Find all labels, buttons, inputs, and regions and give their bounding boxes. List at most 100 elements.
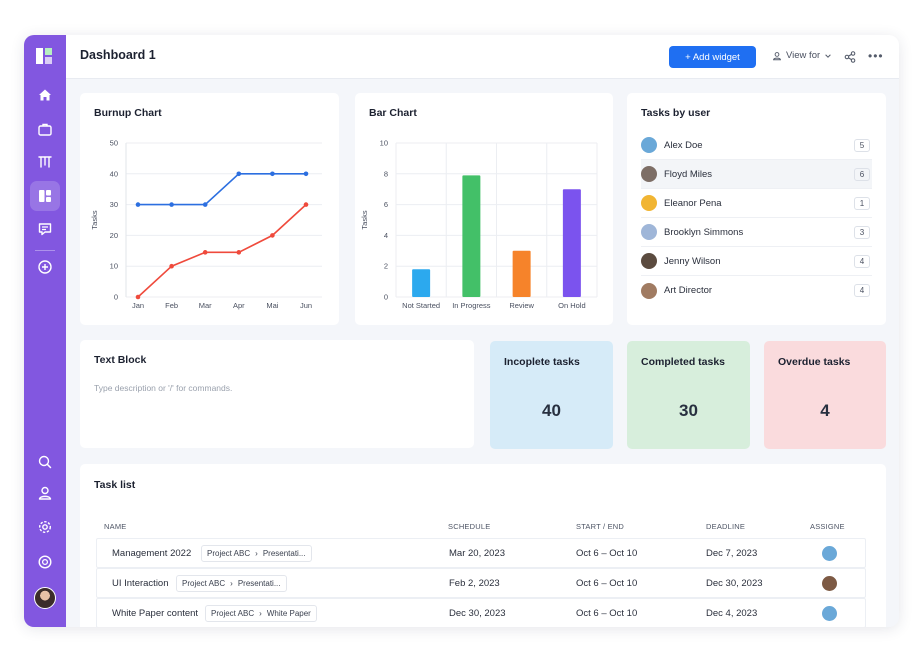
y-tick-label: 30	[110, 200, 118, 209]
x-tick-label: On Hold	[558, 301, 586, 310]
task-schedule: Feb 2, 2023	[449, 578, 500, 589]
y-tick-label: 2	[384, 262, 388, 271]
user-row[interactable]: Jenny Wilson 4	[641, 247, 872, 276]
y-tick-label: 20	[110, 231, 118, 240]
user-row[interactable]: Art Director 4	[641, 276, 872, 305]
y-tick-label: 50	[110, 139, 118, 148]
y-tick-label: 0	[114, 293, 118, 302]
column-header-schedule[interactable]: SCHEDULE	[448, 522, 491, 531]
overdue-tasks-card[interactable]: Overdue tasks 4	[764, 341, 886, 449]
user-name: Jenny Wilson	[664, 255, 721, 267]
task-schedule: Dec 30, 2023	[449, 608, 506, 619]
briefcase-icon[interactable]	[30, 114, 60, 144]
home-icon[interactable]	[30, 80, 60, 110]
user-avatar	[641, 224, 657, 240]
user-row[interactable]: Alex Doe 5	[641, 131, 872, 160]
user-avatar	[641, 166, 657, 182]
table-row[interactable]: UI Interaction Project ABC › Presentati.…	[96, 568, 866, 598]
task-schedule: Mar 20, 2023	[449, 548, 505, 559]
data-point	[303, 202, 309, 207]
columns-icon[interactable]	[30, 147, 60, 177]
incomplete-tasks-card[interactable]: Incoplete tasks 40	[490, 341, 613, 449]
completed-tasks-card[interactable]: Completed tasks 30	[627, 341, 750, 449]
column-header-name[interactable]: NAME	[104, 522, 127, 531]
y-axis-label: Tasks	[90, 210, 99, 229]
table-row[interactable]: White Paper content Project ABC › White …	[96, 598, 866, 627]
task-start-end: Oct 6 – Oct 10	[576, 578, 638, 589]
y-tick-label: 10	[380, 139, 388, 148]
task-list-title: Task list	[94, 479, 136, 491]
user-task-count: 3	[854, 225, 870, 239]
x-tick-label: In Progress	[452, 301, 491, 310]
y-tick-label: 8	[384, 169, 388, 178]
project-sub: Presentati...	[262, 549, 306, 558]
chevron-right-icon: ›	[259, 609, 262, 618]
series-line	[137, 204, 307, 298]
user-row[interactable]: Floyd Miles 6	[641, 160, 872, 189]
assignee-avatar[interactable]	[822, 546, 837, 561]
view-for-dropdown[interactable]: View for	[772, 50, 832, 61]
add-circle-icon[interactable]	[30, 252, 60, 282]
x-tick-label: Jan	[132, 301, 144, 310]
share-icon[interactable]	[843, 50, 857, 64]
bar-chart-title: Bar Chart	[369, 107, 417, 119]
y-tick-label: 6	[384, 200, 388, 209]
data-point	[169, 202, 174, 207]
burnup-chart-title: Burnup Chart	[94, 107, 162, 119]
task-name[interactable]: UI Interaction	[112, 578, 169, 589]
more-options-icon[interactable]: •••	[868, 49, 884, 63]
task-name[interactable]: White Paper content	[112, 608, 199, 619]
bar	[462, 175, 481, 297]
search-icon[interactable]	[30, 447, 60, 477]
column-header-assignee[interactable]: ASSIGNE	[810, 522, 845, 531]
bar	[412, 269, 431, 297]
assignee-avatar[interactable]	[822, 576, 837, 591]
chevron-down-icon	[825, 53, 831, 58]
table-row[interactable]: Management 2022 Project ABC › Presentati…	[96, 538, 866, 568]
help-icon[interactable]	[30, 547, 60, 577]
user-row[interactable]: Eleanor Pena 1	[641, 189, 872, 218]
top-bar: Dashboard 1 + Add widget View for •••	[66, 35, 899, 79]
task-deadline: Dec 30, 2023	[706, 578, 763, 589]
assignee-avatar[interactable]	[822, 606, 837, 621]
user-name: Art Director	[664, 285, 713, 296]
current-user-avatar[interactable]	[34, 587, 56, 609]
text-block-placeholder[interactable]: Type description or '/' for commands.	[94, 383, 233, 393]
column-header-start-end[interactable]: START / END	[576, 522, 625, 531]
stat-title: Overdue tasks	[778, 356, 851, 368]
user-icon[interactable]	[30, 478, 60, 508]
text-block-card[interactable]: Text Block Type description or '/' for c…	[80, 340, 474, 448]
task-name[interactable]: Management 2022	[112, 548, 192, 559]
stat-value: 4	[820, 401, 830, 420]
project-breadcrumb[interactable]: Project ABC › White Paper	[205, 605, 317, 622]
user-name: Alex Doe	[664, 139, 703, 151]
add-widget-button[interactable]: + Add widget	[669, 46, 756, 68]
task-start-end: Oct 6 – Oct 10	[576, 608, 638, 619]
project-name: Project ABC	[211, 609, 255, 618]
settings-icon[interactable]	[30, 512, 60, 542]
task-start-end: Oct 6 – Oct 10	[576, 548, 638, 559]
user-avatar	[641, 137, 657, 153]
data-point	[202, 202, 208, 207]
tasks-by-user-title: Tasks by user	[641, 107, 711, 119]
project-breadcrumb[interactable]: Project ABC › Presentati...	[201, 545, 312, 562]
sidebar-divider	[35, 250, 55, 251]
user-task-count: 4	[854, 284, 870, 297]
app-window: Dashboard 1 + Add widget View for ••• Bu…	[24, 35, 899, 627]
user-name: Floyd Miles	[664, 168, 713, 180]
chat-icon[interactable]	[30, 214, 60, 244]
bar	[512, 250, 531, 297]
dashboard-icon[interactable]	[30, 181, 60, 211]
y-tick-label: 4	[384, 231, 388, 240]
project-name: Project ABC	[207, 549, 251, 558]
bar-chart-card: Bar Chart 0 2 4 6 8 10 Tasks Not Started In Prog…	[355, 93, 613, 325]
column-header-deadline[interactable]: DEADLINE	[706, 522, 746, 531]
x-tick-label: Not Started	[402, 301, 440, 310]
user-row[interactable]: Brooklyn Simmons 3	[641, 218, 872, 247]
burnup-chart-card: Burnup Chart 0 10 20 30 40 50 Jan Feb Mar Apr Mai J…	[80, 93, 339, 325]
stat-value: 30	[679, 401, 698, 420]
project-breadcrumb[interactable]: Project ABC › Presentati...	[176, 575, 287, 592]
data-point	[169, 263, 174, 269]
user-avatar	[641, 282, 657, 299]
user-task-count: 6	[854, 167, 870, 181]
